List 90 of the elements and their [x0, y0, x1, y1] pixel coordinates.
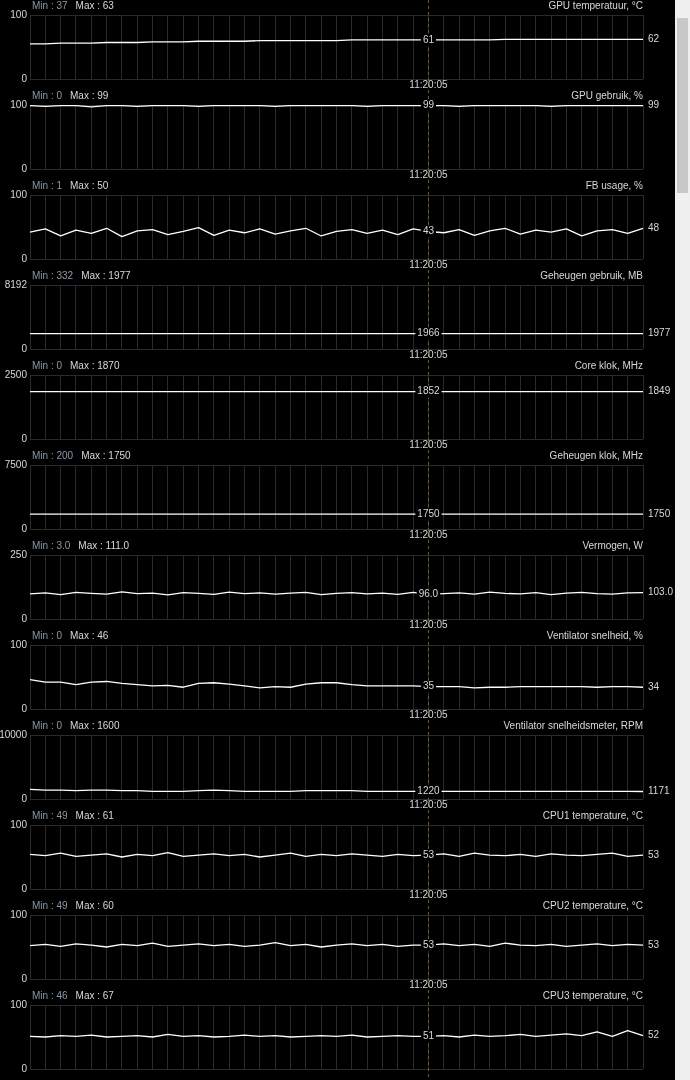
y-tick-label: 0 — [21, 882, 28, 894]
chart-title: Core klok, MHz — [574, 359, 643, 371]
y-tick-label: 100 — [10, 818, 28, 830]
y-tick-label: 0 — [21, 432, 28, 444]
chart-title: GPU gebruik, % — [571, 89, 644, 101]
data-label: 99 — [422, 99, 435, 111]
data-label: 53 — [648, 848, 660, 860]
data-label: 43 — [422, 225, 435, 237]
text: Max : 99 — [70, 89, 109, 101]
y-tick-label: 7500 — [4, 458, 28, 470]
chart-title: Geheugen klok, MHz — [549, 449, 643, 461]
text: Max : 63 — [75, 0, 115, 11]
y-tick-label: 8192 — [4, 278, 28, 290]
annotation: 11:20:05 — [409, 888, 448, 900]
y-tick-label: 100 — [10, 998, 28, 1010]
y-tick-label: 0 — [21, 792, 28, 804]
text: Max : 67 — [75, 989, 115, 1001]
data-label: 51 — [422, 1030, 435, 1042]
y-tick-label: 0 — [21, 342, 28, 354]
data-label: 35 — [422, 680, 435, 692]
y-tick-label: 2500 — [4, 368, 28, 380]
text: Max : 1750 — [81, 449, 132, 461]
annotation: 11:20:05 — [409, 978, 448, 990]
annotation: 11:20:05 — [409, 78, 448, 90]
data-label: 34 — [648, 680, 660, 692]
annotation: 11:20:05 — [409, 708, 448, 720]
data-label: 1750 — [648, 507, 671, 519]
text: Max : 111.0 — [78, 539, 130, 551]
data-label: 1171 — [648, 785, 670, 797]
chart-title: Vermogen, W — [582, 539, 644, 551]
y-tick-label: 0 — [21, 1062, 28, 1074]
chart-title: CPU2 temperature, °C — [542, 899, 643, 911]
text: Min : 49 — [32, 899, 69, 911]
annotation: 11:20:05 — [409, 168, 448, 180]
y-tick-label: 0 — [21, 612, 28, 624]
text: Min : 1 — [32, 179, 63, 191]
y-tick-label: 100 — [10, 908, 28, 920]
text: Max : 1977 — [81, 269, 132, 281]
text: Min : 0 — [32, 719, 63, 731]
text: Min : 37 — [32, 0, 69, 11]
text: Max : 60 — [75, 899, 115, 911]
text: Min : 0 — [32, 629, 63, 641]
data-label: 52 — [648, 1029, 660, 1041]
data-label: 1849 — [648, 385, 671, 397]
text: Min : 0 — [32, 89, 63, 101]
y-tick-label: 100 — [10, 8, 28, 20]
chart-title: Geheugen gebruik, MB — [540, 269, 644, 281]
text: Max : 61 — [75, 809, 115, 821]
text: Max : 50 — [70, 179, 109, 191]
y-tick-label: 0 — [21, 252, 28, 264]
chart-title: Ventilator snelheid, % — [546, 629, 644, 641]
y-tick-label: 100 — [10, 98, 28, 110]
annotation: 11:20:05 — [409, 438, 448, 450]
text: Max : 46 — [70, 629, 109, 641]
annotation: 11:20:05 — [409, 348, 448, 360]
chart-title: CPU1 temperature, °C — [542, 809, 643, 821]
chart-title: FB usage, % — [585, 179, 644, 191]
chart-title: Ventilator snelheidsmeter, RPM — [503, 719, 643, 731]
text: Min : 0 — [32, 359, 63, 371]
text: Min : 3.0 — [32, 539, 71, 551]
text: Min : 332 — [32, 269, 74, 281]
text: Min : 49 — [32, 809, 69, 821]
y-tick-label: 0 — [21, 162, 28, 174]
data-label: 103.0 — [648, 586, 674, 598]
data-label: 53 — [422, 938, 435, 950]
y-tick-label: 0 — [21, 522, 28, 534]
y-tick-label: 10000 — [0, 728, 28, 740]
annotation: 11:20:05 — [409, 528, 448, 540]
data-label: 99 — [648, 99, 660, 111]
chart-title: GPU temperatuur, °C — [548, 0, 643, 11]
text: Min : 46 — [32, 989, 69, 1001]
data-label: 53 — [648, 938, 660, 950]
annotation: 11:20:05 — [409, 258, 448, 270]
text: Min : 200 — [32, 449, 74, 461]
y-tick-label: 0 — [21, 72, 28, 84]
data-label: 61 — [422, 33, 435, 45]
data-label: 48 — [648, 222, 660, 234]
data-label: 62 — [648, 33, 660, 45]
text: Max : 1600 — [70, 719, 120, 731]
text: Max : 1870 — [70, 359, 120, 371]
annotation: 11:20:05 — [409, 798, 448, 810]
y-tick-label: 250 — [10, 548, 28, 560]
data-label: 1977 — [648, 327, 671, 339]
y-tick-label: 0 — [21, 702, 28, 714]
y-tick-label: 100 — [10, 188, 28, 200]
y-tick-label: 0 — [21, 972, 28, 984]
y-tick-label: 100 — [10, 638, 28, 650]
annotation: 11:20:05 — [409, 618, 448, 630]
data-label: 53 — [422, 848, 435, 860]
chart-title: CPU3 temperature, °C — [542, 989, 643, 1001]
